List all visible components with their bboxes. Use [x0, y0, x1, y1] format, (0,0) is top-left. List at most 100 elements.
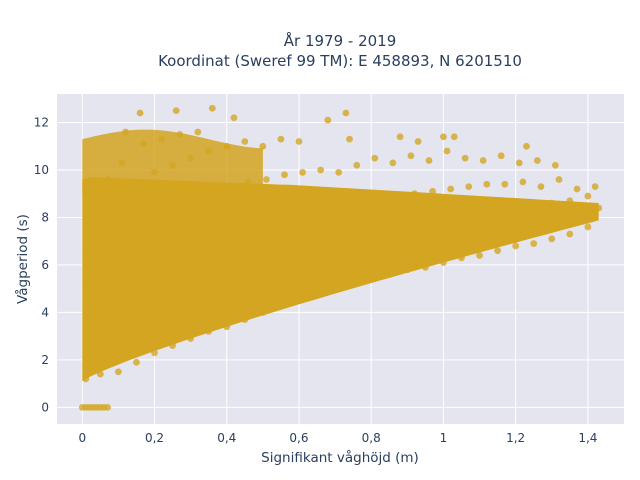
data-point [584, 223, 592, 231]
data-point [349, 225, 357, 233]
data-point [205, 147, 213, 155]
point-cloud-upper [82, 129, 263, 194]
data-point [190, 192, 198, 200]
data-point [154, 206, 162, 214]
data-point [277, 240, 285, 247]
data-point [82, 347, 90, 354]
data-point [158, 135, 166, 143]
x-tick-label: 1 [440, 431, 448, 445]
x-tick-label: 0,6 [289, 431, 308, 445]
data-point [530, 240, 538, 247]
data-point [187, 154, 195, 162]
data-point [114, 347, 122, 354]
x-tick-label: 0,2 [145, 431, 164, 445]
data-point [212, 223, 220, 231]
data-point [208, 187, 216, 195]
data-point [458, 254, 465, 262]
data-point [82, 375, 90, 383]
data-point [187, 335, 195, 342]
data-point [104, 297, 111, 304]
data-point [555, 176, 563, 183]
data-point [86, 247, 93, 255]
data-point [447, 185, 455, 193]
data-point [295, 297, 303, 304]
data-point [342, 109, 350, 117]
data-point [205, 259, 213, 266]
data-point [151, 349, 158, 357]
y-tick-label: 2 [41, 353, 49, 367]
data-point [154, 320, 162, 328]
data-point [465, 183, 473, 190]
data-point [320, 202, 328, 209]
data-point [533, 223, 541, 231]
data-point [407, 247, 415, 255]
data-point [440, 214, 447, 221]
data-point [140, 256, 148, 264]
data-point [284, 206, 292, 214]
data-point [548, 199, 556, 207]
data-point [136, 218, 144, 226]
data-point [551, 218, 559, 226]
data-point [411, 190, 418, 198]
data-point [533, 157, 541, 164]
data-point [100, 190, 108, 198]
y-tick-labels: 0 2 4 6 8 10 12 [34, 115, 49, 414]
data-point [259, 309, 267, 316]
data-point [425, 157, 433, 164]
data-point [169, 161, 176, 169]
data-point [515, 159, 523, 167]
data-point [223, 323, 231, 331]
data-point [494, 247, 501, 255]
x-tick-label: 0 [78, 431, 86, 445]
data-point [259, 244, 267, 252]
y-tick-label: 8 [41, 210, 49, 224]
data-point [317, 266, 325, 274]
data-point [208, 299, 216, 307]
data-point [245, 287, 252, 295]
data-point [566, 230, 574, 238]
data-point [136, 109, 144, 117]
data-point [133, 294, 140, 302]
data-point [367, 223, 375, 231]
data-point [136, 332, 144, 340]
data-point [407, 152, 415, 160]
data-point [371, 254, 379, 262]
data-point [389, 249, 397, 257]
data-point [512, 242, 520, 250]
data-point [241, 138, 249, 145]
data-point [295, 237, 303, 245]
data-point [158, 242, 166, 250]
chart-title-line-1: År 1979 - 2019 [284, 31, 397, 50]
data-point [443, 147, 451, 155]
x-tick-label: 1,2 [506, 431, 525, 445]
data-point [349, 280, 357, 288]
data-point [241, 249, 249, 257]
data-point [479, 233, 487, 240]
data-point [494, 206, 501, 214]
data-point [176, 130, 184, 138]
x-tick-label: 0,8 [362, 431, 381, 445]
data-point [96, 259, 104, 266]
data-point [281, 275, 288, 283]
data-point [479, 157, 487, 164]
data-point [584, 192, 592, 200]
data-point [443, 240, 451, 247]
data-point [133, 358, 140, 366]
data-point [104, 403, 111, 411]
data-point [566, 197, 574, 205]
data-point [114, 368, 122, 376]
data-point [151, 168, 158, 176]
data-point [277, 301, 285, 309]
data-point [591, 183, 599, 190]
data-point [86, 311, 93, 319]
data-point [570, 214, 577, 221]
data-point [519, 178, 527, 186]
data-point [194, 128, 202, 136]
data-point [429, 187, 436, 195]
x-tick-labels: 0 0,2 0,4 0,6 0,8 1 1,2 1,4 [78, 431, 597, 445]
data-point [497, 228, 505, 236]
data-point [277, 135, 285, 143]
data-point [104, 176, 111, 183]
x-tick-label: 0,4 [217, 431, 236, 445]
data-point [515, 225, 523, 233]
